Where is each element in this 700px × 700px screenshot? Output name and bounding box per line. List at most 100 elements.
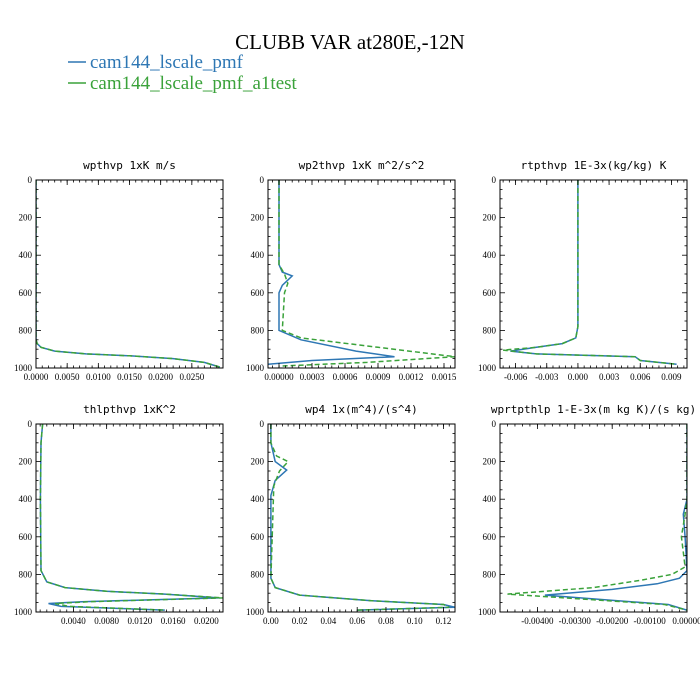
series-line-1 — [510, 180, 677, 365]
x-tick-label: -0.00200 — [596, 616, 629, 626]
x-tick-label: 0.0200 — [148, 372, 173, 382]
y-tick-label: 200 — [251, 213, 265, 223]
series-line-1 — [268, 180, 395, 365]
x-tick-label: 0.0040 — [61, 616, 86, 626]
y-tick-label: 800 — [19, 325, 33, 335]
y-tick-label: 800 — [483, 569, 497, 579]
x-tick-label: 0.0160 — [161, 616, 186, 626]
y-tick-label: 200 — [19, 213, 33, 223]
x-tick-label: 0.0009 — [366, 372, 391, 382]
x-tick-label: 0.0000 — [24, 372, 49, 382]
plot-frame — [267, 179, 456, 369]
y-tick-label: 400 — [19, 250, 33, 260]
y-tick-label: 800 — [19, 569, 33, 579]
series-line-2 — [507, 424, 687, 611]
panel-title: wprtpthlp 1-E-3x(m kg K)/(s kg) — [491, 403, 696, 416]
y-tick-label: 600 — [483, 288, 497, 298]
y-tick-label: 1000 — [478, 363, 497, 373]
y-tick-label: 0 — [28, 419, 33, 429]
x-tick-label: 0.0006 — [333, 372, 358, 382]
series-line-2 — [36, 180, 221, 368]
x-tick-label: 0.0200 — [194, 616, 219, 626]
panel-2: wp2thvp 1xK m^2/s^2 0 200 400 600 800 1000 0.00… — [246, 159, 457, 382]
figure-title: CLUBB VAR at280E,-12N — [235, 30, 465, 54]
y-tick-label: 600 — [19, 288, 33, 298]
x-tick-label: -0.003 — [535, 372, 559, 382]
y-tick-label: 600 — [483, 532, 497, 542]
y-tick-label: 200 — [483, 213, 497, 223]
x-tick-label: 0.006 — [630, 372, 651, 382]
y-tick-label: 0 — [260, 175, 265, 185]
plot-frame — [499, 179, 688, 369]
plot-frame — [35, 423, 224, 613]
series-line-2 — [270, 424, 450, 611]
y-tick-label: 1000 — [478, 607, 497, 617]
y-tick-label: 800 — [251, 325, 265, 335]
x-tick-label: 0.0250 — [179, 372, 204, 382]
panel-title: thlpthvp 1xK^2 — [83, 403, 176, 416]
y-tick-label: 200 — [19, 457, 33, 467]
y-tick-label: 400 — [483, 494, 497, 504]
plot-frame — [35, 179, 224, 369]
series-line-1 — [270, 424, 455, 611]
y-tick-label: 400 — [251, 250, 265, 260]
y-tick-label: 600 — [251, 288, 265, 298]
x-tick-label: 0.00 — [263, 616, 279, 626]
x-tick-label: 0.06 — [349, 616, 365, 626]
x-tick-label: -0.006 — [504, 372, 528, 382]
y-tick-label: 1000 — [246, 607, 265, 617]
x-tick-label: 0.000 — [568, 372, 589, 382]
x-tick-label: 0.10 — [407, 616, 423, 626]
y-tick-label: 400 — [251, 494, 265, 504]
y-tick-label: 400 — [19, 494, 33, 504]
panel-3: rtpthvp 1E-3x(kg/kg) K02004006008001000-… — [478, 159, 688, 382]
x-tick-label: 0.003 — [599, 372, 620, 382]
series-line-1 — [39, 424, 219, 611]
panel-title: wpthvp 1xK m/s — [83, 159, 176, 172]
x-tick-label: 0.00000 — [672, 616, 700, 626]
legend-label-series2: cam144_lscale_pmf_a1test — [90, 73, 298, 94]
series-line-2 — [39, 424, 223, 611]
panel-6: wprtpthlp 1-E-3x(m kg K)/(s kg) 0 200 400 60… — [478, 403, 700, 626]
y-tick-label: 0 — [260, 419, 265, 429]
y-tick-label: 800 — [251, 569, 265, 579]
x-tick-label: 0.0015 — [432, 372, 457, 382]
x-tick-label: 0.009 — [661, 372, 682, 382]
legend: cam144_lscale_pmf cam144_lscale_pmf_a1te… — [68, 52, 298, 94]
panel-title: wp2thvp 1xK m^2/s^2 — [299, 159, 425, 172]
x-tick-label: -0.00300 — [559, 616, 592, 626]
y-tick-label: 1000 — [14, 607, 33, 617]
y-tick-label: 600 — [19, 532, 33, 542]
x-tick-label: -0.00400 — [521, 616, 554, 626]
x-tick-label: 0.0012 — [399, 372, 424, 382]
y-tick-label: 0 — [492, 175, 497, 185]
x-tick-label: 0.08 — [378, 616, 394, 626]
y-tick-label: 400 — [483, 250, 497, 260]
series-line-1 — [36, 180, 221, 368]
y-tick-label: 600 — [251, 532, 265, 542]
x-tick-label: -0.00100 — [633, 616, 666, 626]
x-tick-label: 0.02 — [292, 616, 308, 626]
plot-frame — [267, 423, 456, 613]
x-tick-label: 0.0080 — [94, 616, 119, 626]
x-tick-label: 0.12 — [436, 616, 452, 626]
x-tick-label: 0.0003 — [300, 372, 325, 382]
panel-title: rtpthvp 1E-3x(kg/kg) K — [521, 159, 667, 172]
x-tick-label: 0.0050 — [55, 372, 80, 382]
x-tick-label: 0.0150 — [117, 372, 142, 382]
series-line-2 — [278, 180, 455, 367]
y-tick-label: 0 — [492, 419, 497, 429]
y-tick-label: 200 — [483, 457, 497, 467]
panel-4: thlpthvp 1xK^2 0 200 400 600 800 1000 0.0040 0.0… — [14, 403, 224, 626]
x-tick-label: 0.04 — [321, 616, 337, 626]
series-line-2 — [503, 180, 677, 365]
y-tick-label: 800 — [483, 325, 497, 335]
x-tick-label: 0.0120 — [128, 616, 153, 626]
y-tick-label: 1000 — [246, 363, 265, 373]
y-tick-label: 0 — [28, 175, 33, 185]
y-tick-label: 1000 — [14, 363, 33, 373]
